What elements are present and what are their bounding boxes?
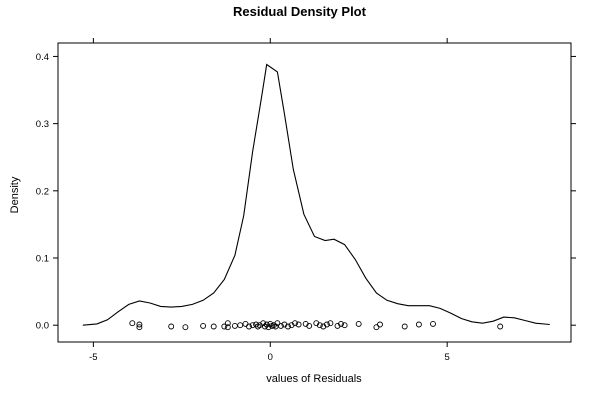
residual-point	[316, 322, 323, 329]
residual-point	[129, 320, 136, 327]
y-tick-label: 0.3	[36, 119, 49, 130]
residual-point	[355, 320, 362, 327]
residual-point	[295, 321, 302, 328]
density-curve-group	[82, 63, 550, 326]
y-tick-label: 0.2	[36, 186, 49, 197]
y-tick-label: 0.0	[36, 321, 49, 332]
residual-point	[242, 320, 249, 327]
residual-points-group	[129, 320, 504, 331]
residual-point	[136, 321, 143, 328]
residual-point	[246, 323, 252, 330]
residual-point	[224, 324, 231, 331]
residual-point	[430, 320, 436, 327]
chart-title: Residual Density Plot	[233, 4, 367, 19]
residual-point	[200, 322, 207, 329]
x-tick-label: 5	[445, 352, 450, 363]
residual-point	[182, 324, 189, 331]
residual-point	[338, 320, 344, 327]
residual-point	[306, 322, 313, 329]
y-axis-label: Density	[9, 176, 21, 213]
residual-point	[136, 324, 143, 331]
residual-point	[277, 322, 284, 329]
residual-point	[224, 320, 231, 327]
residual-point	[327, 320, 334, 327]
y-tick-label: 0.4	[36, 52, 49, 63]
x-tick-label: -5	[89, 352, 97, 363]
x-axis-label: values of Residuals	[266, 373, 362, 385]
residual-point	[341, 322, 348, 329]
residual-point	[377, 321, 383, 328]
x-tick-label: 0	[268, 352, 273, 363]
residual-point	[415, 321, 422, 328]
residual-point	[285, 323, 291, 330]
residual-point	[221, 323, 228, 330]
residual-point	[401, 323, 408, 330]
residual-point	[210, 323, 217, 330]
residual-point	[323, 321, 330, 328]
residual-point	[292, 320, 298, 327]
residual-point	[231, 322, 238, 329]
residual-point	[237, 322, 244, 329]
residual-point	[497, 323, 504, 330]
axis-ticks: -5 0 5 0.0 0.1 0.2 0.3 0.4	[36, 38, 576, 363]
y-tick-label: 0.1	[36, 254, 49, 265]
residual-point	[249, 322, 256, 329]
plot-frame	[57, 42, 572, 343]
residual-point	[265, 324, 272, 331]
residual-point	[260, 320, 267, 327]
density-curve	[82, 63, 550, 326]
residual-point	[168, 323, 175, 330]
